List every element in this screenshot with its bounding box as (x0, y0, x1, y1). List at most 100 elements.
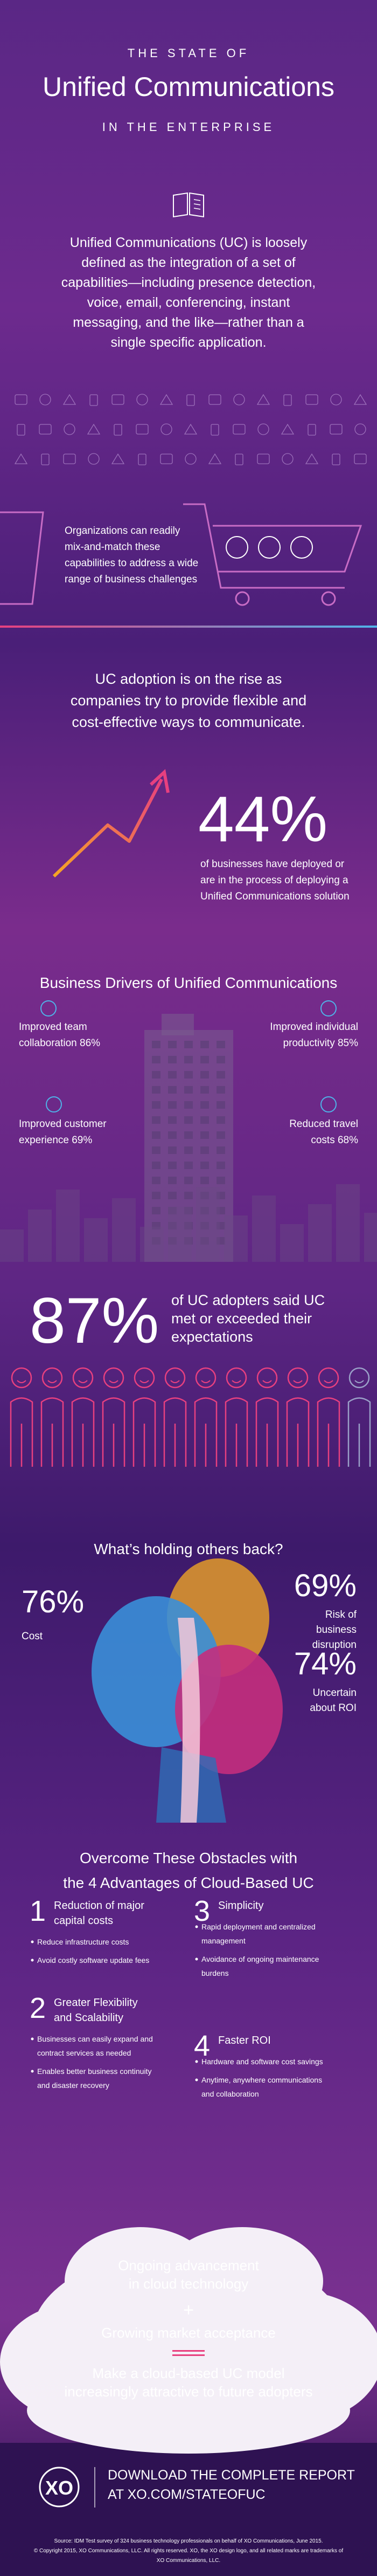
decoration (200, 1222, 209, 1229)
decoration (286, 1397, 310, 1467)
decoration (217, 1071, 225, 1079)
driver-text: collaboration 86% (19, 1038, 100, 1049)
advantage-bullet: Businesses can easily expand and (37, 2035, 153, 2043)
decoration (152, 1041, 160, 1048)
advantage-bullet: Reduce infrastructure costs (37, 1938, 129, 1946)
kicker: THE STATE OF (128, 46, 249, 60)
footer-source: XO Communications, LLC. (157, 2558, 220, 2564)
decoration (201, 1380, 211, 1383)
footer-band (0, 2443, 377, 2576)
obstacle-text: Cost (22, 1631, 43, 1642)
decoration (336, 1184, 360, 1262)
decoration (184, 1056, 193, 1063)
decoration (290, 536, 313, 559)
decoration (217, 1086, 225, 1094)
satisfaction-stat: 87% (30, 1284, 159, 1357)
decoration (175, 1645, 283, 1774)
decoration (305, 453, 319, 464)
decoration (132, 1397, 156, 1467)
decoration (27, 2367, 350, 2454)
decoration (184, 1101, 193, 1109)
equation-result: Make a cloud-based UC model (93, 2365, 285, 2381)
decoration (168, 1146, 177, 1154)
decoration (354, 1380, 364, 1383)
decoration (332, 454, 340, 465)
driver-text: Improved team (19, 1021, 87, 1033)
decoration (10, 1397, 33, 1467)
adoption-text: UC adoption is on the rise as (95, 671, 282, 687)
equation-result: increasingly attractive to future adopte… (64, 2383, 312, 2400)
decoration (257, 423, 269, 435)
decoration (31, 2070, 34, 2073)
advantage-bullet: Anytime, anywhere communications (201, 2076, 322, 2084)
decoration (184, 1192, 193, 1199)
decoration (31, 2037, 34, 2041)
decoration (63, 454, 76, 464)
decoration (52, 778, 163, 878)
decoration (226, 536, 248, 559)
decoration (186, 394, 195, 406)
decoration (217, 1101, 225, 1109)
decoration (200, 1177, 209, 1184)
decoration (183, 503, 362, 589)
decoration (262, 1380, 272, 1383)
decoration (87, 423, 101, 435)
decoration (184, 1162, 193, 1169)
obstacle-text: disruption (312, 1639, 357, 1651)
obstacle-text: Risk of (325, 1609, 357, 1620)
decoration (348, 1367, 370, 1389)
decoration (149, 769, 170, 793)
decoration (217, 1146, 225, 1154)
subtitle: IN THE ENTERPRISE (102, 120, 275, 134)
decoration (72, 1367, 94, 1389)
equation-first: in cloud technology (129, 2276, 249, 2292)
obstacle-stat: 69% (294, 1568, 357, 1603)
decoration (160, 454, 173, 464)
decoration (168, 1162, 177, 1169)
advantage-bullet: contract services as needed (37, 2049, 131, 2057)
decoration (200, 1041, 209, 1048)
decoration (200, 1192, 209, 1199)
decoration (193, 199, 201, 210)
decoration (152, 1207, 160, 1214)
adoption-stat-text: are in the process of deploying a (200, 875, 348, 886)
decoration (200, 1131, 209, 1139)
decoration (305, 394, 318, 405)
decoration (152, 1116, 160, 1124)
decoration (200, 1207, 209, 1214)
decoration (194, 1397, 218, 1467)
satisfaction-text: met or exceeded their (171, 1310, 312, 1327)
decoration (152, 1101, 160, 1109)
decoration (184, 1041, 193, 1048)
decoration (217, 1237, 225, 1245)
decoration (354, 423, 366, 435)
decoration (184, 423, 198, 435)
decoration (184, 1207, 193, 1214)
decoration (152, 1071, 160, 1079)
drivers-title: Business Drivers of Unified Communicatio… (40, 974, 337, 991)
advantage-title: Faster ROI (218, 2035, 271, 2046)
decoration (184, 1237, 193, 1245)
decoration (17, 424, 25, 436)
decoration (62, 394, 76, 405)
decoration (235, 591, 250, 606)
decoration (109, 1380, 118, 1383)
intro-text: Unified Communications (UC) is loosely (70, 235, 308, 250)
driver-text: Improved individual (270, 1021, 358, 1033)
decoration (200, 1116, 209, 1124)
advantage-title: Simplicity (218, 1900, 263, 1912)
advantage-title: Reduction of major (54, 1900, 144, 1912)
decoration (208, 394, 221, 405)
advantage-bullet: management (201, 1936, 246, 1945)
decoration (200, 1071, 209, 1079)
decoration (88, 453, 100, 465)
decoration (200, 1101, 209, 1109)
decoration (168, 1222, 177, 1229)
decoration (114, 424, 122, 436)
decoration (282, 453, 294, 465)
intro-text: voice, email, conferencing, instant (87, 295, 290, 310)
decoration (159, 394, 173, 405)
decoration (233, 394, 245, 406)
decoration (47, 1380, 57, 1383)
